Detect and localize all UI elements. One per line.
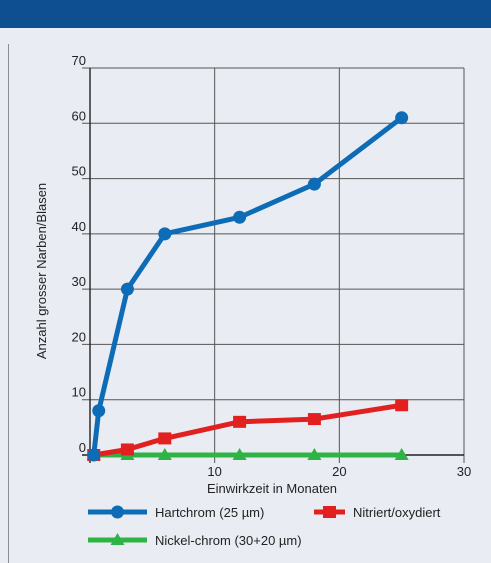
legend-item-0: Hartchrom (25 µm) [88, 505, 264, 520]
series-2-point-5 [394, 448, 409, 460]
series-layer [86, 111, 409, 462]
y-tick-label-6: 60 [72, 108, 86, 123]
series-1-point-1 [120, 443, 134, 456]
series-1-point-5 [395, 399, 409, 412]
y-axis-title: Anzahl grosser Narben/Blasen [34, 183, 49, 359]
series-2-point-4 [307, 448, 322, 460]
y-tick-label-4: 40 [72, 219, 86, 234]
series-1 [87, 399, 409, 461]
chart-panel [0, 28, 491, 563]
series-0-point-1 [92, 404, 106, 418]
legend-swatch-marker-2 [110, 533, 125, 545]
series-0-point-6 [395, 111, 409, 125]
y-tick-labels: 0 10 20 30 40 50 60 70 [72, 53, 86, 455]
y-tick-label-1: 10 [72, 385, 86, 400]
series-2-point-3 [232, 448, 247, 460]
legend-label-0: Hartchrom (25 µm) [155, 505, 264, 520]
panel-left-rule [8, 44, 9, 563]
series-0 [87, 111, 409, 462]
series-0-point-5 [307, 177, 321, 191]
x-tick-label-1: 20 [332, 464, 346, 479]
x-tick-label-0: 10 [207, 464, 221, 479]
legend-item-1: Nitriert/oxydiert [314, 505, 441, 520]
legend-label-2: Nickel-chrom (30+20 µm) [155, 533, 302, 548]
y-tick-label-5: 50 [72, 164, 86, 179]
legend-swatch-marker-0 [111, 505, 124, 519]
y-tick-label-0: 0 [79, 440, 86, 455]
series-1-line [93, 402, 403, 458]
series-2-point-2 [157, 448, 172, 460]
series-1-point-2 [158, 432, 172, 445]
series-0-point-3 [158, 227, 172, 241]
y-tick-label-3: 30 [72, 274, 86, 289]
series-1-point-4 [307, 413, 321, 426]
legend-item-2: Nickel-chrom (30+20 µm) [88, 533, 302, 548]
series-0-point-2 [120, 282, 134, 296]
x-axis-title: Einwirkzeit in Monaten [207, 481, 337, 496]
legend: Hartchrom (25 µm) Nitriert/oxydiert Nickel… [88, 505, 441, 548]
legend-label-1: Nitriert/oxydiert [353, 505, 441, 520]
x-tick-labels: 10 20 30 [207, 464, 471, 479]
legend-swatch-marker-1 [323, 506, 336, 518]
x-tick-label-2: 30 [457, 464, 471, 479]
series-0-point-4 [233, 210, 247, 224]
series-0-point-0 [87, 448, 101, 462]
y-tick-label-2: 20 [72, 329, 86, 344]
series-0-line [91, 115, 404, 456]
series-1-point-3 [233, 415, 247, 428]
header-bar [0, 0, 491, 28]
y-tick-label-7: 70 [72, 53, 86, 68]
